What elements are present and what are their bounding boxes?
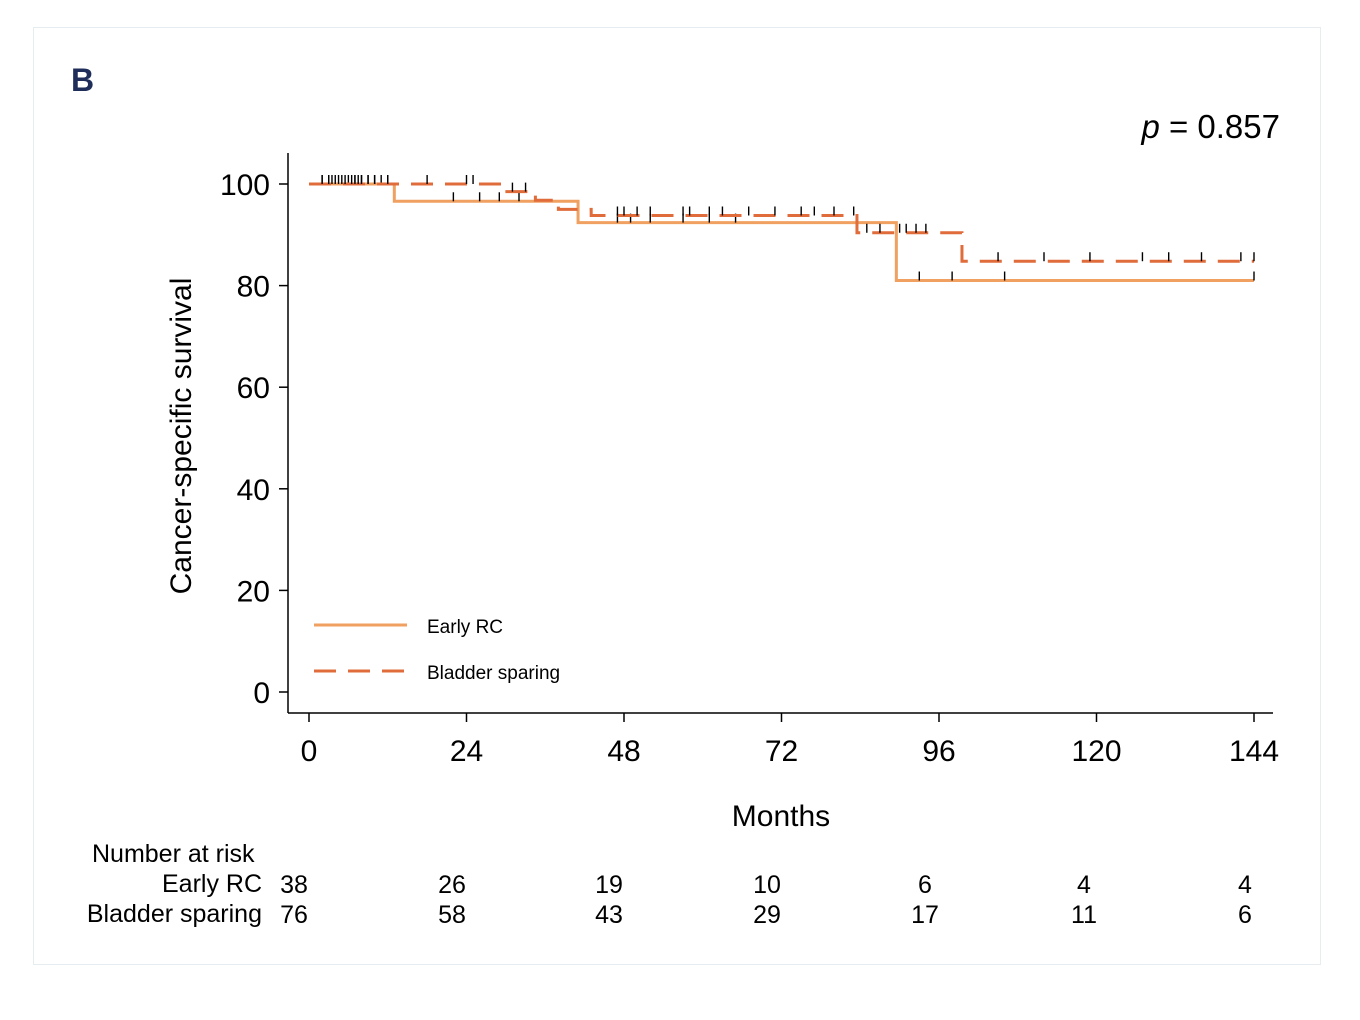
risk-count-bladder-sparing: 76	[280, 901, 308, 929]
risk-count-early-rc: 26	[438, 871, 466, 899]
y-axis-label: Cancer-specific survival	[165, 278, 198, 595]
risk-row-name-early-rc: Early RC	[161, 870, 262, 898]
risk-row-name-bladder-sparing: Bladder sparing	[86, 900, 262, 928]
x-axis-label: Months	[732, 800, 830, 833]
risk-table-title: Number at risk	[92, 840, 255, 868]
x-tick-label: 96	[922, 735, 955, 768]
risk-count-bladder-sparing: 58	[438, 901, 466, 929]
risk-count-early-rc: 19	[595, 871, 623, 899]
x-tick-label: 24	[450, 735, 483, 768]
x-tick-label: 0	[301, 735, 318, 768]
risk-count-bladder-sparing: 6	[1238, 901, 1252, 929]
legend-label-early-rc: Early RC	[427, 617, 503, 638]
figure-frame	[33, 27, 1321, 965]
risk-count-bladder-sparing: 17	[911, 901, 939, 929]
p-value-text: = 0.857	[1159, 108, 1280, 145]
legend-label-bladder-sparing: Bladder sparing	[427, 663, 560, 684]
risk-count-bladder-sparing: 29	[753, 901, 781, 929]
x-tick-label: 48	[607, 735, 640, 768]
x-tick-label: 120	[1071, 735, 1121, 768]
y-tick-label: 20	[237, 575, 270, 608]
risk-count-early-rc: 6	[918, 871, 932, 899]
y-tick-label: 40	[237, 474, 270, 507]
x-tick-label: 144	[1229, 735, 1279, 768]
y-tick-label: 0	[253, 677, 270, 710]
risk-count-bladder-sparing: 11	[1071, 901, 1097, 929]
risk-count-early-rc: 38	[280, 871, 308, 899]
y-tick-label: 80	[237, 271, 270, 304]
risk-count-early-rc: 4	[1238, 871, 1252, 899]
x-tick-label: 72	[765, 735, 798, 768]
y-tick-label: 100	[220, 169, 270, 202]
risk-count-early-rc: 4	[1077, 871, 1091, 899]
risk-count-bladder-sparing: 43	[595, 901, 623, 929]
risk-count-early-rc: 10	[753, 871, 781, 899]
series-line-early-rc	[309, 182, 1254, 283]
panel-label: B	[71, 62, 95, 98]
series-line-bladder-sparing	[309, 182, 1254, 263]
p-value-symbol: p	[1141, 108, 1160, 145]
y-tick-label: 60	[237, 372, 270, 405]
p-value: p = 0.857	[1141, 108, 1280, 146]
